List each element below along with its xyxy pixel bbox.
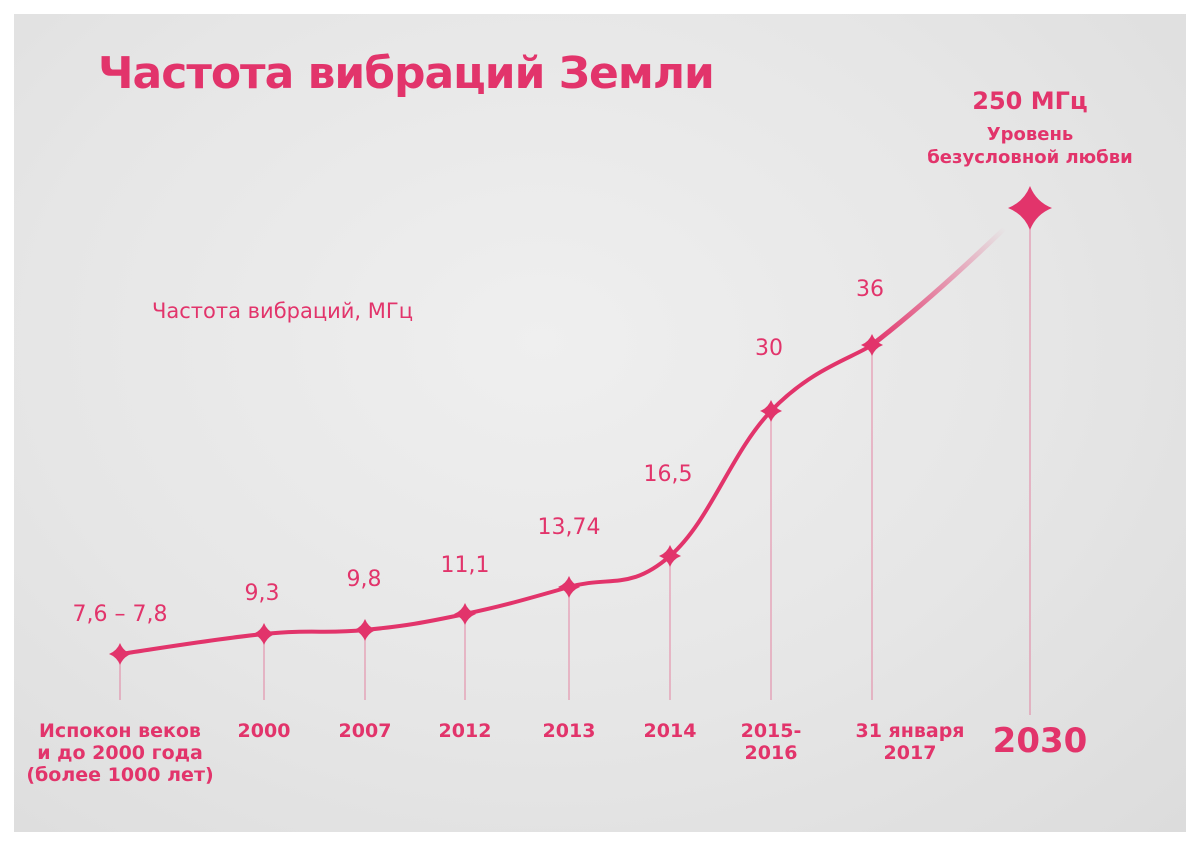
x-tick-label: 2016 [745, 742, 798, 764]
data-point-marker [354, 619, 376, 641]
x-tick-label: (более 1000 лет) [26, 764, 213, 786]
data-label: 9,3 [245, 581, 280, 606]
x-tick-label: 31 января [855, 720, 964, 742]
data-label: 16,5 [644, 462, 693, 487]
x-tick-label: 2017 [884, 742, 937, 764]
x-tick-label: 2030 [993, 721, 1088, 761]
annotation-line-1: Уровень [987, 124, 1074, 145]
data-label: 9,8 [347, 567, 382, 592]
data-point-marker [253, 623, 275, 645]
y-axis-title: Частота вибраций, МГц [152, 299, 413, 323]
x-tick-label: и до 2000 года [37, 742, 203, 764]
data-point-marker [861, 334, 883, 356]
x-tick-label: Испокон веков [39, 720, 201, 742]
data-label: 30 [755, 336, 783, 361]
data-point-marker [109, 643, 131, 665]
data-label: 13,74 [538, 515, 601, 540]
annotation-line-2: безусловной любви [927, 147, 1133, 168]
x-tick-label: 2015- [741, 720, 802, 742]
data-point-marker [558, 576, 580, 598]
x-tick-label: 2014 [644, 720, 697, 742]
series-line-projection [869, 225, 1008, 348]
chart-background [14, 14, 1186, 832]
data-label: 36 [856, 277, 884, 302]
data-point-marker [454, 603, 476, 625]
data-label: 11,1 [441, 553, 490, 578]
data-point-marker [659, 545, 681, 567]
data-point-marker [1008, 186, 1052, 230]
annotation-value: 250 МГц [972, 87, 1087, 115]
data-label: 7,6 – 7,8 [73, 602, 168, 627]
series-line [118, 343, 874, 656]
x-tick-label: 2013 [543, 720, 596, 742]
x-tick-label: 2012 [439, 720, 492, 742]
x-tick-label: 2007 [339, 720, 392, 742]
data-point-marker [760, 400, 782, 422]
x-tick-label: 2000 [238, 720, 291, 742]
chart-title: Частота вибраций Земли [98, 48, 714, 99]
